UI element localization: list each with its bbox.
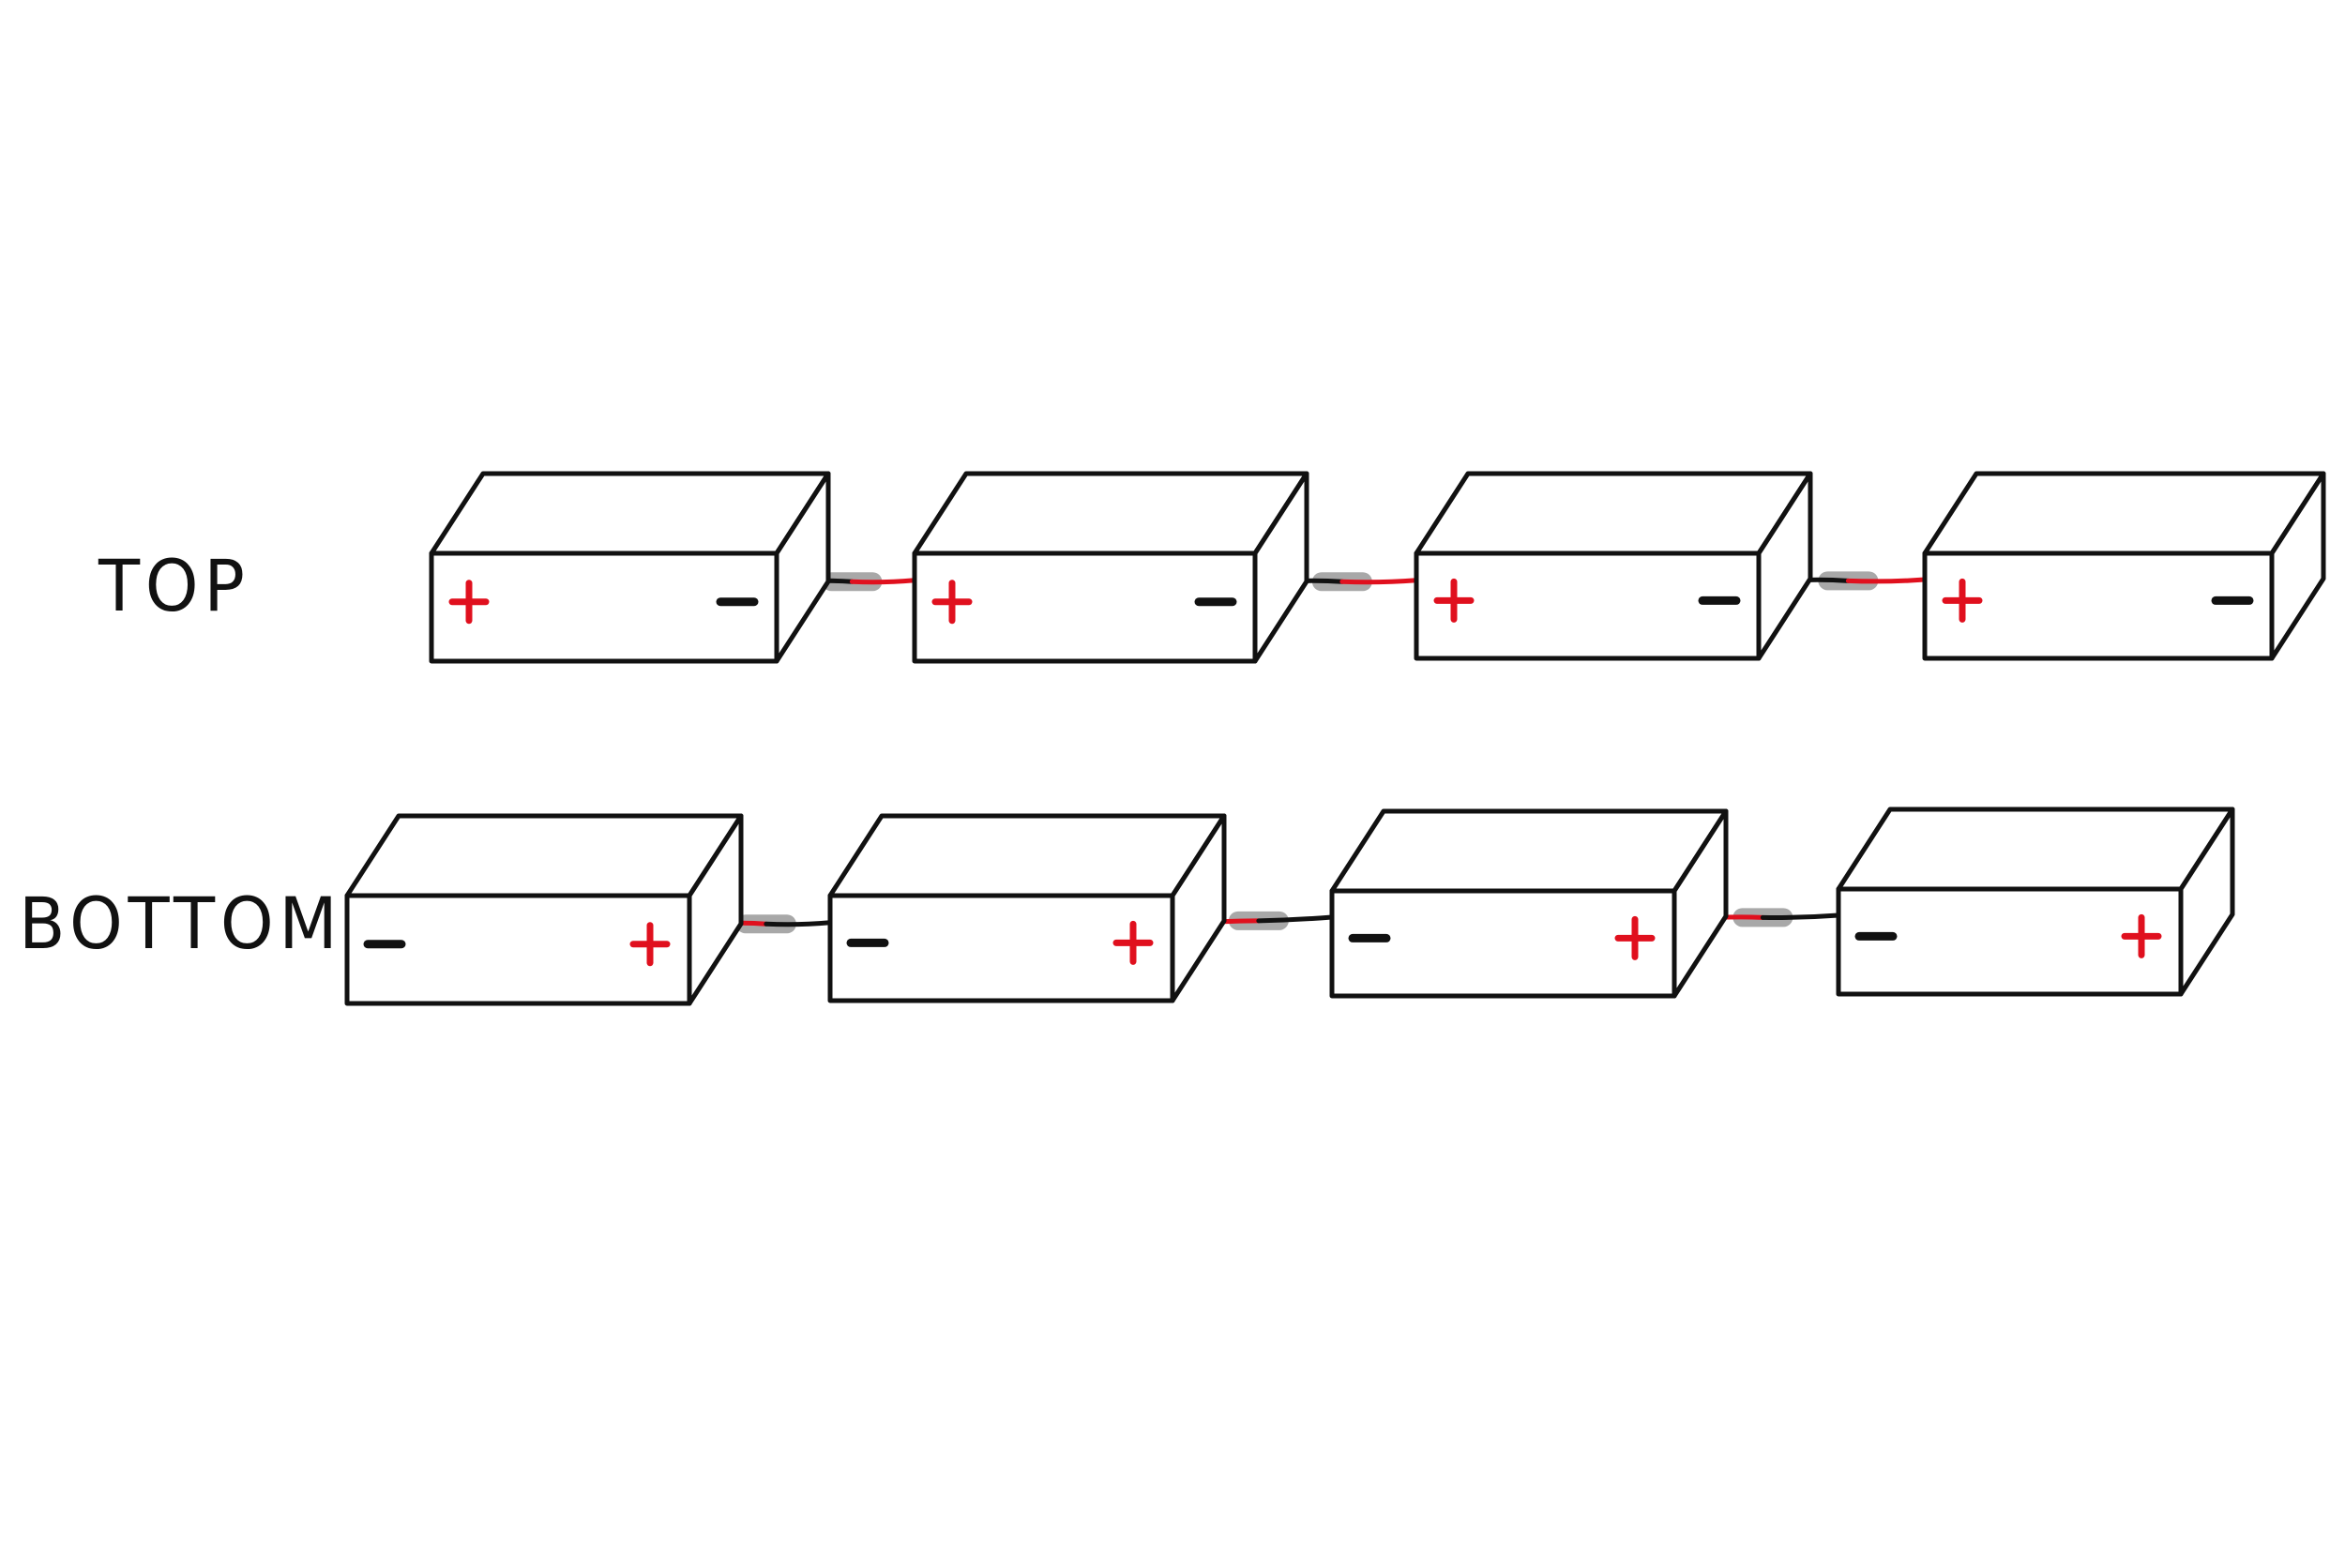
battery-bottom-2: [827, 813, 1227, 1003]
battery-front-face: [1414, 550, 1762, 661]
battery-top-face: [1836, 807, 2235, 892]
row-label-bottom: BOTTOM: [19, 882, 343, 965]
positive-terminal-right: [1614, 915, 1656, 960]
positive-terminal-left: [1942, 578, 1983, 623]
battery-front-face: [912, 550, 1258, 664]
battery-top-2: [912, 471, 1309, 664]
battery-front-face: [1836, 886, 2184, 997]
wire-segment-end: [1845, 577, 1928, 584]
battery-top-4: [1922, 471, 2326, 661]
positive-terminal-left: [931, 580, 973, 625]
wire-segment-end: [849, 578, 917, 585]
wire-segment-end: [1760, 912, 1841, 920]
battery-top-3: [1414, 471, 1813, 661]
battery-top-1: [429, 471, 831, 664]
battery-top-face: [429, 471, 831, 556]
battery-bottom-4: [1836, 807, 2235, 997]
positive-terminal-left: [1433, 578, 1475, 623]
battery-top-face: [344, 813, 744, 898]
battery-front-face: [344, 893, 692, 1006]
battery-front-face: [429, 550, 779, 664]
wire-segment-end: [1339, 578, 1419, 585]
wire-segment-end: [764, 920, 833, 927]
row-label-top: TOP: [98, 544, 250, 627]
battery-top-face: [912, 471, 1309, 556]
battery-top-face: [1414, 471, 1813, 556]
positive-terminal-right: [2121, 913, 2162, 958]
battery-front-face: [827, 893, 1175, 1003]
battery-front-face: [1922, 550, 2275, 661]
batteries-layer: [344, 471, 2326, 1006]
battery-bottom-1: [344, 813, 744, 1006]
positive-terminal-left: [448, 580, 490, 625]
battery-top-face: [1922, 471, 2326, 556]
battery-bottom-3: [1329, 808, 1729, 999]
battery-top-face: [827, 813, 1227, 898]
positive-terminal-right: [629, 922, 671, 967]
battery-top-face: [1329, 808, 1729, 894]
positive-terminal-right: [1112, 920, 1154, 965]
battery-front-face: [1329, 888, 1677, 999]
wire-segment-end: [1256, 914, 1335, 924]
